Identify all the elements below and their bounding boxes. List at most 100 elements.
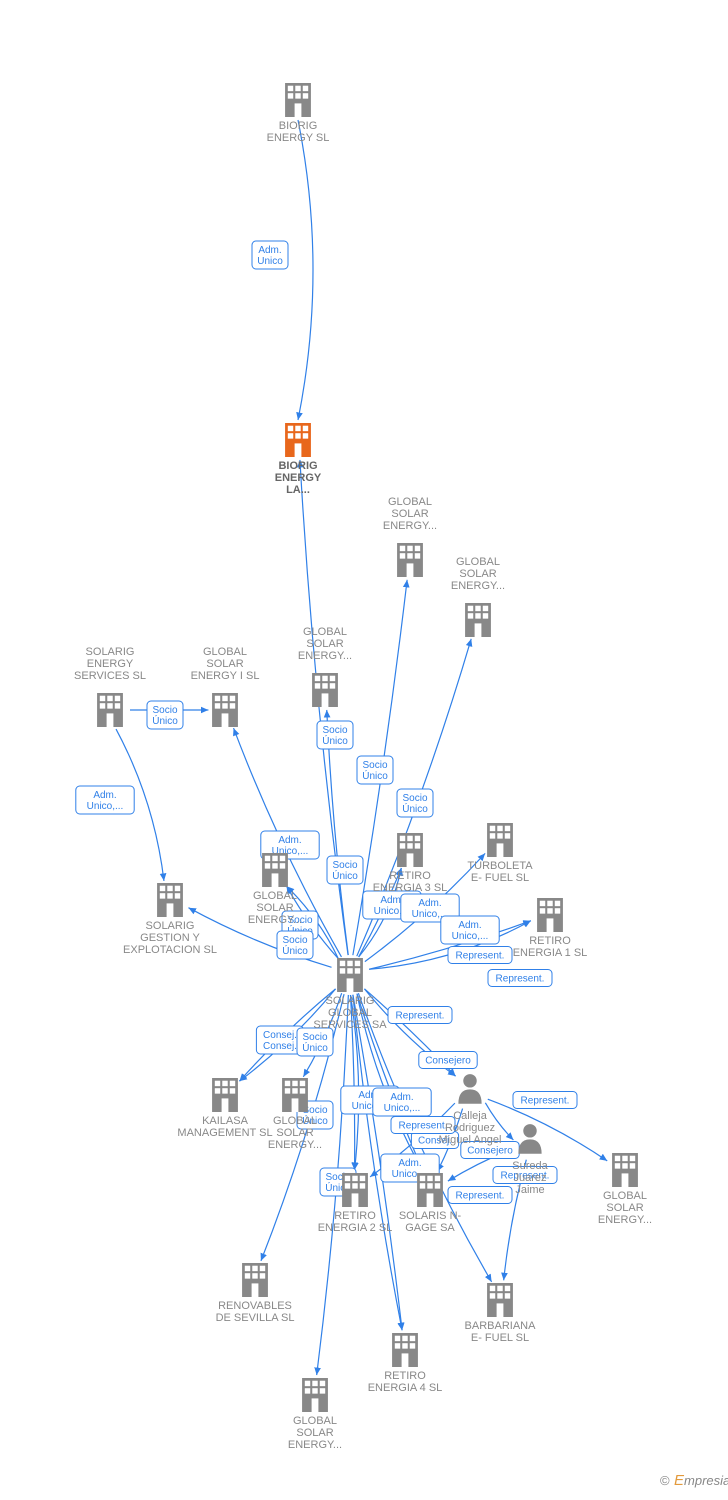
node-label: GLOBAL [303,626,347,638]
node-gse_mid[interactable]: GLOBALSOLARENERGY... [298,626,352,707]
building-icon [97,693,123,727]
node-label: GLOBAL [253,890,297,902]
network-diagram: Adm.UnicoSocioÚnicoAdm.Unico,...SocioÚni… [0,0,728,1500]
node-label: ENERGY... [383,520,437,532]
svg-text:Único: Único [302,1041,328,1054]
node-label: SOLARIS N- [399,1210,462,1222]
node-label: BARBARIANA [465,1320,537,1332]
svg-text:Unico,...: Unico,... [452,931,489,942]
node-sureda[interactable]: SuredaJuarezJaime [512,1124,548,1196]
node-label: ENERGY... [598,1214,652,1226]
edge-label: SocioÚnico [397,789,433,817]
node-label: GLOBAL [456,556,500,568]
edge-label: SocioÚnico [277,931,313,959]
node-label: SOLAR [606,1202,643,1214]
person-icon [518,1124,541,1154]
svg-text:Adm.: Adm. [398,1158,421,1169]
node-barbariana[interactable]: BARBARIANAE- FUEL SL [465,1283,537,1344]
building-icon [212,1078,238,1112]
node-label: ENERGY... [248,914,302,926]
node-label: SOLAR [276,1127,313,1139]
building-icon [612,1153,638,1187]
node-label: ENERGY... [268,1139,322,1151]
building-icon [342,1173,368,1207]
edge-label: Consejero [419,1052,477,1069]
svg-text:Unico,...: Unico,... [87,801,124,812]
node-label: TURBOLETA [467,860,533,872]
node-label: ENERGY I SL [191,670,260,682]
building-icon [242,1263,268,1297]
node-label: SOLAR [391,508,428,520]
building-icon [465,603,491,637]
node-label: RETIRO [389,870,431,882]
svg-text:Consejero: Consejero [467,1145,513,1156]
svg-text:Adm.: Adm. [380,895,403,906]
edge-label: Represent. [513,1092,577,1109]
node-gse_i[interactable]: GLOBALSOLARENERGY I SL [191,646,260,727]
node-label: GAGE SA [405,1222,455,1234]
svg-text:Socio: Socio [362,760,387,771]
node-label: Miguel Angel [439,1134,502,1146]
node-label: E- FUEL SL [471,1332,529,1344]
building-icon [302,1378,328,1412]
node-renovables[interactable]: RENOVABLESDE SEVILLA SL [216,1263,295,1324]
svg-text:Consej.: Consej. [263,1041,297,1052]
svg-text:Único: Único [402,802,428,815]
svg-text:Unico,...: Unico,... [384,1103,421,1114]
node-retiro1[interactable]: RETIROENERGIA 1 SL [513,898,588,959]
node-gse_top2[interactable]: GLOBALSOLARENERGY... [451,556,505,637]
building-icon [312,673,338,707]
svg-text:Represent.: Represent. [396,1010,445,1021]
node-gse_top1[interactable]: GLOBALSOLARENERGY... [383,496,437,577]
node-label: E- FUEL SL [471,872,529,884]
node-kailasa[interactable]: KAILASAMANAGEMENT SL [177,1078,272,1139]
node-biorig_sl[interactable]: BIORIGENERGY SL [267,83,330,144]
svg-text:Socio: Socio [282,935,307,946]
svg-text:Represent.: Represent. [456,1190,505,1201]
building-icon [262,853,288,887]
node-label: SOLAR [206,658,243,670]
building-icon [392,1333,418,1367]
node-label: SOLAR [296,1427,333,1439]
svg-text:Consejero: Consejero [425,1055,471,1066]
node-gse_small[interactable]: GLOBALSOLARENERGY... [248,853,302,926]
svg-text:Socio: Socio [302,1032,327,1043]
svg-text:Único: Único [152,714,178,727]
node-gse_low1[interactable]: GLOBALSOLARENERGY... [268,1078,322,1151]
node-label: BIORIG [278,460,317,472]
node-label: SERVICES SL [74,670,146,682]
edge-label: Represent. [448,1187,512,1204]
edge [298,120,313,420]
node-label: ENERGIA 4 SL [368,1382,443,1394]
node-solarig_gest[interactable]: SOLARIGGESTION YEXPLOTACION SL [123,883,217,956]
node-turboleta[interactable]: TURBOLETAE- FUEL SL [467,823,533,884]
svg-text:Adm.: Adm. [93,790,116,801]
svg-text:Represent.: Represent. [496,973,545,984]
node-label: GLOBAL [203,646,247,658]
building-icon [397,833,423,867]
node-retiro4[interactable]: RETIROENERGIA 4 SL [368,1333,443,1394]
node-label: SOLARIG [326,995,375,1007]
edge-label: Represent. [388,1007,452,1024]
node-gse_bottom[interactable]: GLOBALSOLARENERGY... [288,1378,342,1451]
node-label: SERVICES SA [313,1019,387,1031]
node-gse_right[interactable]: GLOBALSOLARENERGY... [598,1153,652,1226]
node-label: Rodriguez [445,1122,495,1134]
node-solarig_es[interactable]: SOLARIGENERGYSERVICES SL [74,646,146,727]
building-icon [285,423,311,457]
node-label: KAILASA [202,1115,249,1127]
svg-text:Adm.: Adm. [418,898,441,909]
node-retiro3[interactable]: RETIROENERGIA 3 SL [373,833,448,894]
node-label: GLOBAL [328,1007,372,1019]
node-label: GLOBAL [603,1190,647,1202]
node-label: EXPLOTACION SL [123,944,217,956]
node-label: SOLARIG [86,646,135,658]
building-icon [487,1283,513,1317]
svg-text:Adm.: Adm. [258,245,281,256]
node-label: SOLARIG [146,920,195,932]
node-label: ENERGIA 3 SL [373,882,448,894]
svg-text:Adm.: Adm. [390,1092,413,1103]
edge-label: Adm.Unico,... [373,1088,431,1116]
building-icon [487,823,513,857]
node-biorig_la[interactable]: BIORIGENERGYLA... [275,423,322,496]
